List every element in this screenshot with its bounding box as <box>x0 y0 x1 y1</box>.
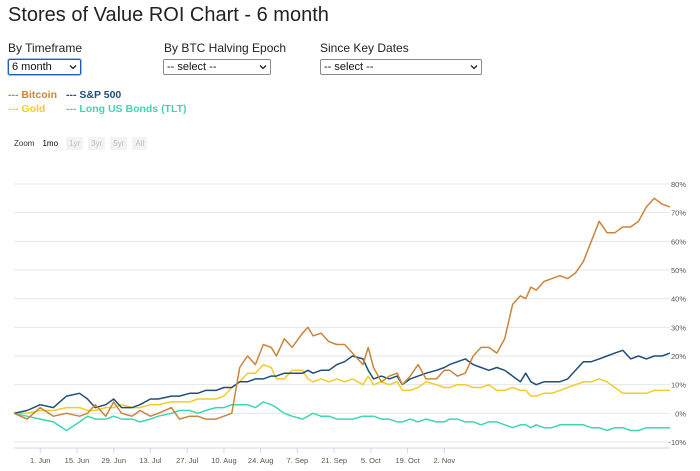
x-tick-label: 7. Sep <box>287 456 309 465</box>
series-line-bitcoin <box>13 197 671 420</box>
x-tick-label: 15. Jun <box>65 456 90 465</box>
x-tick-label: 24. Aug <box>248 456 273 465</box>
x-tick-label: 1. Jun <box>30 456 50 465</box>
halving-epoch-select[interactable]: -- select -- <box>163 59 271 75</box>
x-tick-label: 19. Oct <box>396 456 421 465</box>
y-tick-label: -10% <box>668 438 686 447</box>
zoom-label: Zoom <box>14 139 35 148</box>
x-tick-label: 27. Jul <box>176 456 198 465</box>
chevron-down-icon <box>69 65 77 70</box>
series-line-long-us-bonds-tlt <box>13 401 670 432</box>
timeframe-select[interactable]: 6 month <box>8 59 81 75</box>
zoom-controls: Zoom 1mo 1yr 3yr 5yr All <box>14 137 148 150</box>
legend-bonds[interactable]: --- Long US Bonds (TLT) <box>66 103 187 115</box>
halving-epoch-label: By BTC Halving Epoch <box>164 41 287 55</box>
series-line-s-p-500 <box>13 349 671 415</box>
y-tick-label: 0% <box>675 409 686 418</box>
zoom-1mo-button[interactable]: 1mo <box>39 137 62 150</box>
zoom-all-button[interactable]: All <box>132 137 148 150</box>
x-tick-label: 5. Oct <box>361 456 382 465</box>
y-tick-label: 80% <box>671 180 686 189</box>
legend-sp500[interactable]: --- S&P 500 <box>66 89 122 101</box>
legend-gold[interactable]: --- Gold <box>8 103 46 115</box>
y-tick-label: 40% <box>671 295 686 304</box>
timeframe-select-value: 6 month <box>12 61 52 73</box>
y-tick-label: 70% <box>671 209 686 218</box>
y-tick-label: 30% <box>671 323 686 332</box>
y-tick-label: 20% <box>671 352 686 361</box>
series-line-gold <box>14 363 670 415</box>
zoom-5yr-button[interactable]: 5yr <box>110 137 128 150</box>
y-tick-label: 10% <box>671 381 686 390</box>
halving-epoch-select-value: -- select -- <box>167 61 217 73</box>
page-title: Stores of Value ROI Chart - 6 month <box>8 4 329 26</box>
zoom-1yr-button[interactable]: 1yr <box>66 137 84 150</box>
key-dates-select-value: -- select -- <box>324 61 374 73</box>
y-tick-label: 50% <box>671 266 686 275</box>
x-tick-label: 21. Sep <box>321 456 347 465</box>
key-dates-select[interactable]: -- select -- <box>320 59 482 75</box>
legend-bitcoin[interactable]: --- Bitcoin <box>8 89 57 101</box>
key-dates-label: Since Key Dates <box>320 41 409 55</box>
chevron-down-icon <box>470 65 478 70</box>
roi-line-chart: 80% 70% 60% 50% 40% 30% 20% 10% 0% -10% 1. Jun 15. … <box>13 180 686 465</box>
x-tick-label: 10. Aug <box>211 456 236 465</box>
x-tick-label: 29. Jun <box>101 456 126 465</box>
timeframe-label: By Timeframe <box>8 41 83 55</box>
x-tick-label: 2. Nov <box>433 456 455 465</box>
chevron-down-icon <box>259 65 267 70</box>
y-tick-label: 60% <box>671 237 686 246</box>
zoom-3yr-button[interactable]: 3yr <box>88 137 106 150</box>
x-tick-label: 13. Jul <box>139 456 161 465</box>
